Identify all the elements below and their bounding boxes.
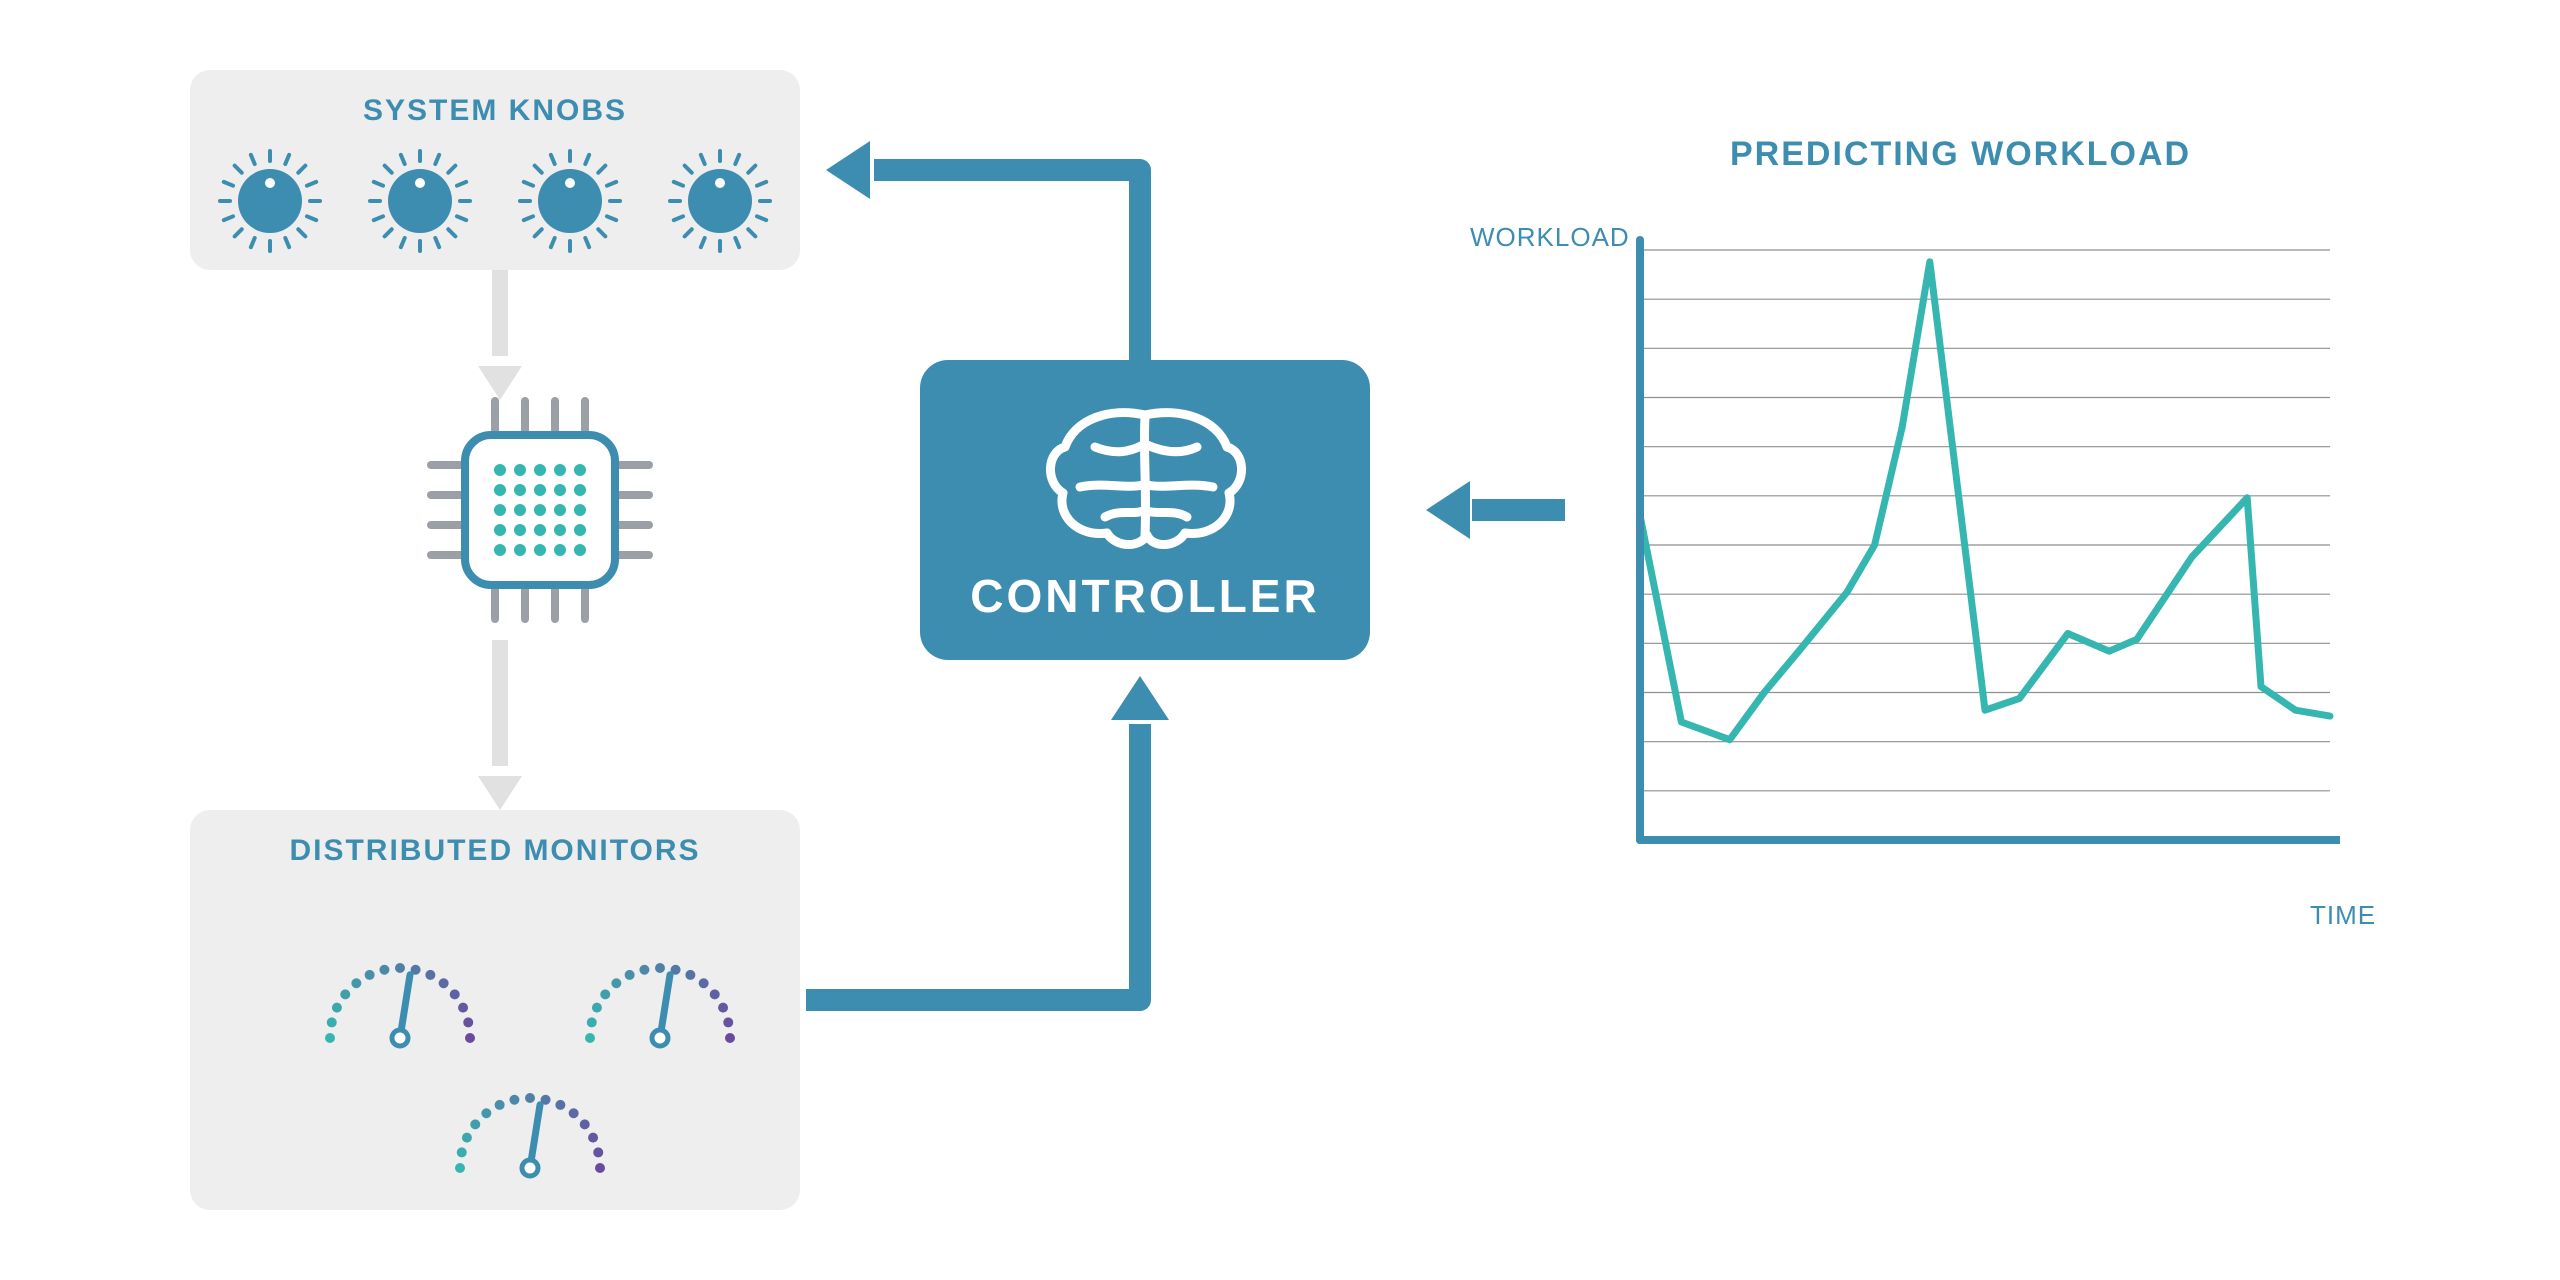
arrow-chart-to-controller bbox=[1420, 470, 1570, 550]
controller-box: CONTROLLER bbox=[920, 360, 1370, 660]
gauge-icon bbox=[560, 918, 760, 1058]
arrow-knobs-to-chip bbox=[470, 270, 530, 400]
arrow-chip-to-monitors bbox=[470, 640, 530, 810]
arrow-controller-to-knobs bbox=[820, 120, 1180, 370]
system-knobs-title: SYSTEM KNOBS bbox=[190, 94, 800, 128]
gauge-icon bbox=[300, 918, 500, 1058]
arrow-monitors-to-controller bbox=[800, 670, 1180, 1030]
controller-label: CONTROLLER bbox=[970, 569, 1319, 623]
processor-chip-icon bbox=[420, 390, 660, 630]
distributed-monitors-panel: DISTRIBUTED MONITORS bbox=[190, 810, 800, 1210]
knob-icon bbox=[215, 146, 325, 256]
gauge-icon bbox=[430, 1048, 630, 1188]
brain-icon bbox=[1035, 397, 1255, 557]
knob-icon bbox=[515, 146, 625, 256]
chart-xlabel: TIME bbox=[2310, 900, 2376, 931]
knob-icon bbox=[365, 146, 475, 256]
chart-title: PREDICTING WORKLOAD bbox=[1730, 135, 2191, 174]
knob-icon bbox=[665, 146, 775, 256]
system-knobs-panel: SYSTEM KNOBS bbox=[190, 70, 800, 270]
distributed-monitors-title: DISTRIBUTED MONITORS bbox=[190, 834, 800, 868]
gauges-container bbox=[190, 868, 800, 1188]
knob-row bbox=[190, 146, 800, 256]
workload-chart bbox=[1580, 210, 2340, 890]
